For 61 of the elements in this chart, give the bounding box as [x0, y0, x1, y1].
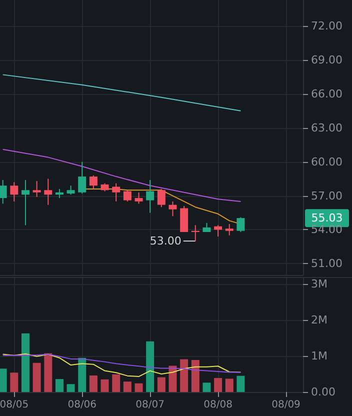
candlestick [236, 216, 245, 232]
y-tick-label: 1M [311, 350, 328, 363]
candlestick [112, 182, 120, 202]
bar [191, 360, 200, 392]
bar [10, 372, 18, 392]
annotation: 53.00 [150, 234, 182, 248]
y-tick-label: 3M [311, 278, 328, 291]
bar [214, 378, 222, 392]
bar [134, 383, 143, 392]
candlestick [202, 222, 211, 232]
candlestick [134, 192, 143, 204]
y-tick-label: 60.00 [311, 155, 342, 168]
bar [236, 376, 245, 392]
bar [146, 341, 154, 392]
candlestick [66, 185, 75, 196]
bar [225, 378, 234, 392]
bar [123, 382, 132, 392]
candlestick [146, 179, 154, 214]
bar [157, 377, 166, 392]
y-tick-label: 57.00 [311, 189, 342, 202]
x-tick-label: 08/09 [272, 400, 300, 410]
candlestick [21, 179, 30, 226]
bar [55, 379, 64, 392]
candlestick [78, 161, 86, 194]
bar [180, 359, 188, 392]
line-series [2, 74, 242, 112]
y-tick-label: 63.00 [311, 121, 342, 134]
candlestick [89, 174, 98, 190]
candlestick [225, 224, 234, 236]
candlestick [168, 200, 177, 217]
candlestick [0, 179, 7, 204]
candlestick [10, 182, 18, 202]
y-tick-label: 2M [311, 314, 328, 327]
y-tick-label: 69.00 [311, 53, 342, 66]
bar [44, 353, 52, 392]
bar [21, 333, 30, 392]
candlestick [32, 180, 41, 198]
bar [89, 375, 98, 392]
bar [32, 362, 41, 392]
x-tick-label: 08/07 [136, 400, 164, 410]
y-tick-label: 66.00 [311, 87, 342, 100]
bar [0, 368, 7, 392]
y-tick-label: 54.00 [311, 223, 342, 236]
y-tick-label: 51.00 [311, 257, 342, 270]
y-tick-label: 0.00 [311, 386, 336, 398]
bar [100, 379, 109, 392]
candlestick [180, 205, 188, 232]
x-tick-label: 08/05 [0, 400, 29, 410]
bar [112, 374, 120, 392]
y-tick-label: 72.00 [311, 20, 342, 33]
candlestick [157, 188, 166, 208]
bar [168, 366, 177, 392]
x-tick-label: 08/06 [68, 400, 97, 410]
candlestick [123, 190, 132, 202]
candlestick [44, 178, 52, 206]
x-tick-label: 08/08 [204, 400, 232, 410]
bar [78, 358, 86, 392]
line-series [2, 354, 242, 373]
bar [66, 384, 75, 392]
bar [202, 382, 211, 392]
annotation: 55.03 [311, 212, 343, 225]
